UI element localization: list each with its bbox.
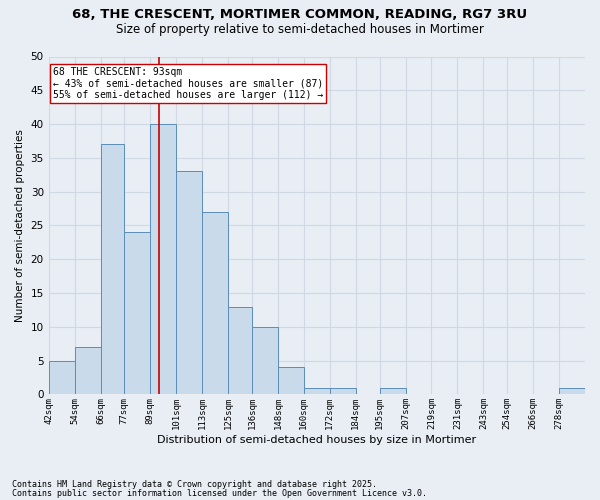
- X-axis label: Distribution of semi-detached houses by size in Mortimer: Distribution of semi-detached houses by …: [157, 435, 476, 445]
- Bar: [330, 388, 356, 394]
- Bar: [151, 124, 176, 394]
- Bar: [559, 388, 585, 394]
- Bar: [380, 388, 406, 394]
- Bar: [278, 368, 304, 394]
- Bar: [304, 388, 330, 394]
- Bar: [124, 232, 151, 394]
- Text: 68 THE CRESCENT: 93sqm
← 43% of semi-detached houses are smaller (87)
55% of sem: 68 THE CRESCENT: 93sqm ← 43% of semi-det…: [53, 66, 323, 100]
- Bar: [49, 360, 74, 394]
- Bar: [202, 212, 228, 394]
- Bar: [252, 327, 278, 394]
- Text: 68, THE CRESCENT, MORTIMER COMMON, READING, RG7 3RU: 68, THE CRESCENT, MORTIMER COMMON, READI…: [73, 8, 527, 20]
- Text: Contains HM Land Registry data © Crown copyright and database right 2025.: Contains HM Land Registry data © Crown c…: [12, 480, 377, 489]
- Y-axis label: Number of semi-detached properties: Number of semi-detached properties: [15, 129, 25, 322]
- Bar: [101, 144, 124, 394]
- Bar: [176, 172, 202, 394]
- Bar: [74, 347, 101, 395]
- Bar: [228, 306, 252, 394]
- Text: Size of property relative to semi-detached houses in Mortimer: Size of property relative to semi-detach…: [116, 22, 484, 36]
- Text: Contains public sector information licensed under the Open Government Licence v3: Contains public sector information licen…: [12, 490, 427, 498]
